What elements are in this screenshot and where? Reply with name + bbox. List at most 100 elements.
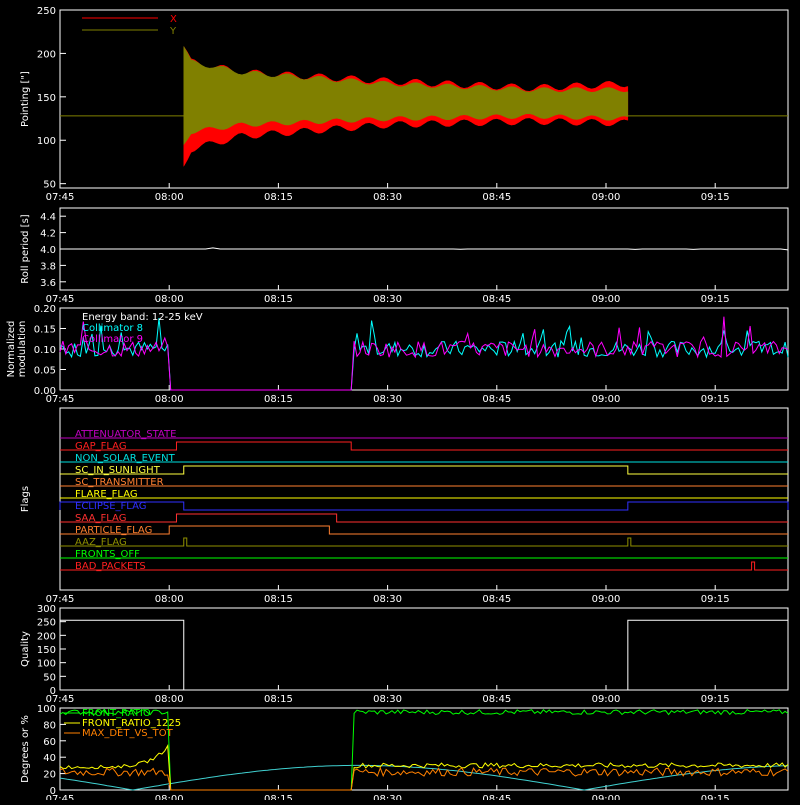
y-tick-label: 40 — [43, 753, 56, 764]
x-tick-label: 08:15 — [264, 694, 293, 705]
y-tick-label: 3.6 — [40, 278, 56, 289]
annotation-label: Collimator 9 — [82, 334, 143, 345]
y-tick-label: 250 — [37, 6, 56, 17]
x-tick-label: 07:45 — [46, 192, 75, 203]
x-tick-label: 08:30 — [373, 694, 402, 705]
x-tick-label: 08:45 — [482, 192, 511, 203]
y-tick-label: 4.0 — [40, 245, 56, 256]
flag-line — [60, 537, 788, 547]
x-tick-label: 08:30 — [373, 794, 402, 800]
flag-label: BAD_PACKETS — [75, 561, 146, 572]
panel-4: 07:45 08:00 08:15 08:30 08:45 09:00 09:15 Flags… — [20, 407, 789, 605]
y-tick-label: 60 — [43, 737, 56, 748]
flag-label: ECLIPSE_FLAG — [75, 501, 146, 512]
y-tick-label: 4.2 — [40, 229, 56, 240]
x-tick-label: 08:00 — [155, 394, 184, 405]
x-tick-label: 07:45 — [46, 394, 75, 405]
y-tick-label: 100 — [37, 704, 56, 715]
y-tick-label: 50 — [43, 672, 56, 683]
y-tick-label: 4.4 — [40, 212, 56, 223]
x-tick-label: 08:15 — [264, 594, 293, 605]
flag-line — [60, 513, 788, 523]
x-tick-label: 08:15 — [264, 394, 293, 405]
annotation-label: Energy band: 12-25 keV — [82, 312, 203, 323]
x-tick-label: 08:45 — [482, 694, 511, 705]
y-tick-label: 0.20 — [34, 304, 56, 315]
x-tick-label: 08:30 — [373, 294, 402, 305]
y-axis-label: Quality — [20, 631, 31, 667]
flag-label: ATTENUATOR_STATE — [75, 429, 176, 440]
y-tick-label: 20 — [43, 770, 56, 781]
x-tick-label: 09:00 — [592, 294, 621, 305]
plot-frame — [59, 707, 789, 791]
x-tick-label: 08:45 — [482, 594, 511, 605]
plot-frame — [59, 407, 789, 591]
flag-label: FLARE_FLAG — [75, 489, 138, 500]
y-tick-label: 100 — [37, 136, 56, 147]
x-tick-label: 07:45 — [46, 694, 75, 705]
y-tick-label: 0.05 — [34, 366, 56, 377]
x-tick-label: 09:15 — [701, 794, 730, 800]
y-tick-label: 300 — [37, 604, 56, 615]
x-tick-label: 09:15 — [701, 394, 730, 405]
x-tick-label: 08:00 — [155, 192, 184, 203]
y-tick-label: 250 — [37, 618, 56, 629]
y-tick-label: 0 — [50, 786, 56, 797]
flag-label: SC_IN_SUNLIGHT — [75, 465, 161, 476]
flag-label: PARTICLE_FLAG — [75, 525, 152, 536]
panel-6: 07:45 08:00 08:15 08:30 08:45 09:00 09:1502040… — [20, 704, 789, 805]
x-tick-label: 08:15 — [264, 192, 293, 203]
flag-line — [60, 441, 788, 451]
x-tick-label: 08:00 — [155, 294, 184, 305]
y-tick-label: 0.00 — [34, 386, 56, 397]
x-tick-label: 09:00 — [592, 394, 621, 405]
x-tick-label: 08:30 — [373, 192, 402, 203]
flag-label: SAA_FLAG — [75, 513, 126, 524]
modulation-series-1 — [59, 318, 789, 391]
flag-line — [60, 525, 788, 535]
y-tick-label: 3.8 — [40, 261, 56, 272]
x-tick-label: 08:00 — [155, 594, 184, 605]
y-tick-label: 0.10 — [34, 345, 56, 356]
x-tick-label: 09:00 — [592, 192, 621, 203]
y-axis-label: Degrees or % — [20, 715, 31, 783]
x-tick-label: 09:00 — [592, 594, 621, 605]
flag-label: SC_TRANSMITTER — [75, 477, 164, 488]
modulation-series-2 — [59, 316, 789, 391]
flag-label: NON_SOLAR_EVENT — [75, 453, 176, 464]
x-tick-label: 09:15 — [701, 694, 730, 705]
y-tick-label: 200 — [37, 631, 56, 642]
legend-label: FRONT_RATIO_1225 — [82, 718, 181, 729]
y-axis-label: Flags — [20, 486, 31, 512]
flag-label: GAP_FLAG — [75, 441, 127, 452]
legend-label: FRONT_RATIO — [82, 708, 151, 719]
flag-line — [59, 501, 789, 511]
y-tick-label: 100 — [37, 659, 56, 670]
x-tick-label: 09:15 — [701, 294, 730, 305]
y-tick-label: 0.15 — [34, 325, 56, 336]
panel-2: 07:45 08:00 08:15 08:30 08:45 09:00 09:15 3.6 3.… — [20, 207, 789, 305]
legend-label: Y — [169, 26, 177, 37]
y-axis-label: Roll period [s] — [20, 214, 31, 283]
flag-line — [60, 561, 788, 571]
x-tick-label: 07:45 — [46, 294, 75, 305]
x-tick-label: 09:00 — [592, 694, 621, 705]
x-tick-label: 09:00 — [592, 794, 621, 800]
x-tick-label: 08:15 — [264, 794, 293, 800]
x-tick-label: 08:45 — [482, 294, 511, 305]
pointing-y-envelope — [183, 45, 629, 146]
x-tick-label: 08:30 — [373, 394, 402, 405]
y-axis-label: modulation — [17, 321, 28, 378]
x-tick-label: 08:15 — [264, 294, 293, 305]
x-tick-label: 08:30 — [373, 594, 402, 605]
x-tick-label: 07:45 — [46, 594, 75, 605]
legend-label: MAX_DET_VS_TOT — [82, 728, 174, 739]
x-tick-label: 08:45 — [482, 394, 511, 405]
legend-label: X — [170, 14, 177, 25]
panel-5: 07:45 08:00 08:15 08:30 08:45 09:00 09:15 0 50 10… — [20, 604, 789, 705]
panel-3: 07:45 08:00 08:15 08:30 08:45 09:00 09:15 0.00 0… — [6, 304, 789, 405]
flag-line — [60, 465, 788, 475]
x-tick-label: 08:00 — [155, 694, 184, 705]
flag-label: AAZ_FLAG — [75, 537, 127, 548]
